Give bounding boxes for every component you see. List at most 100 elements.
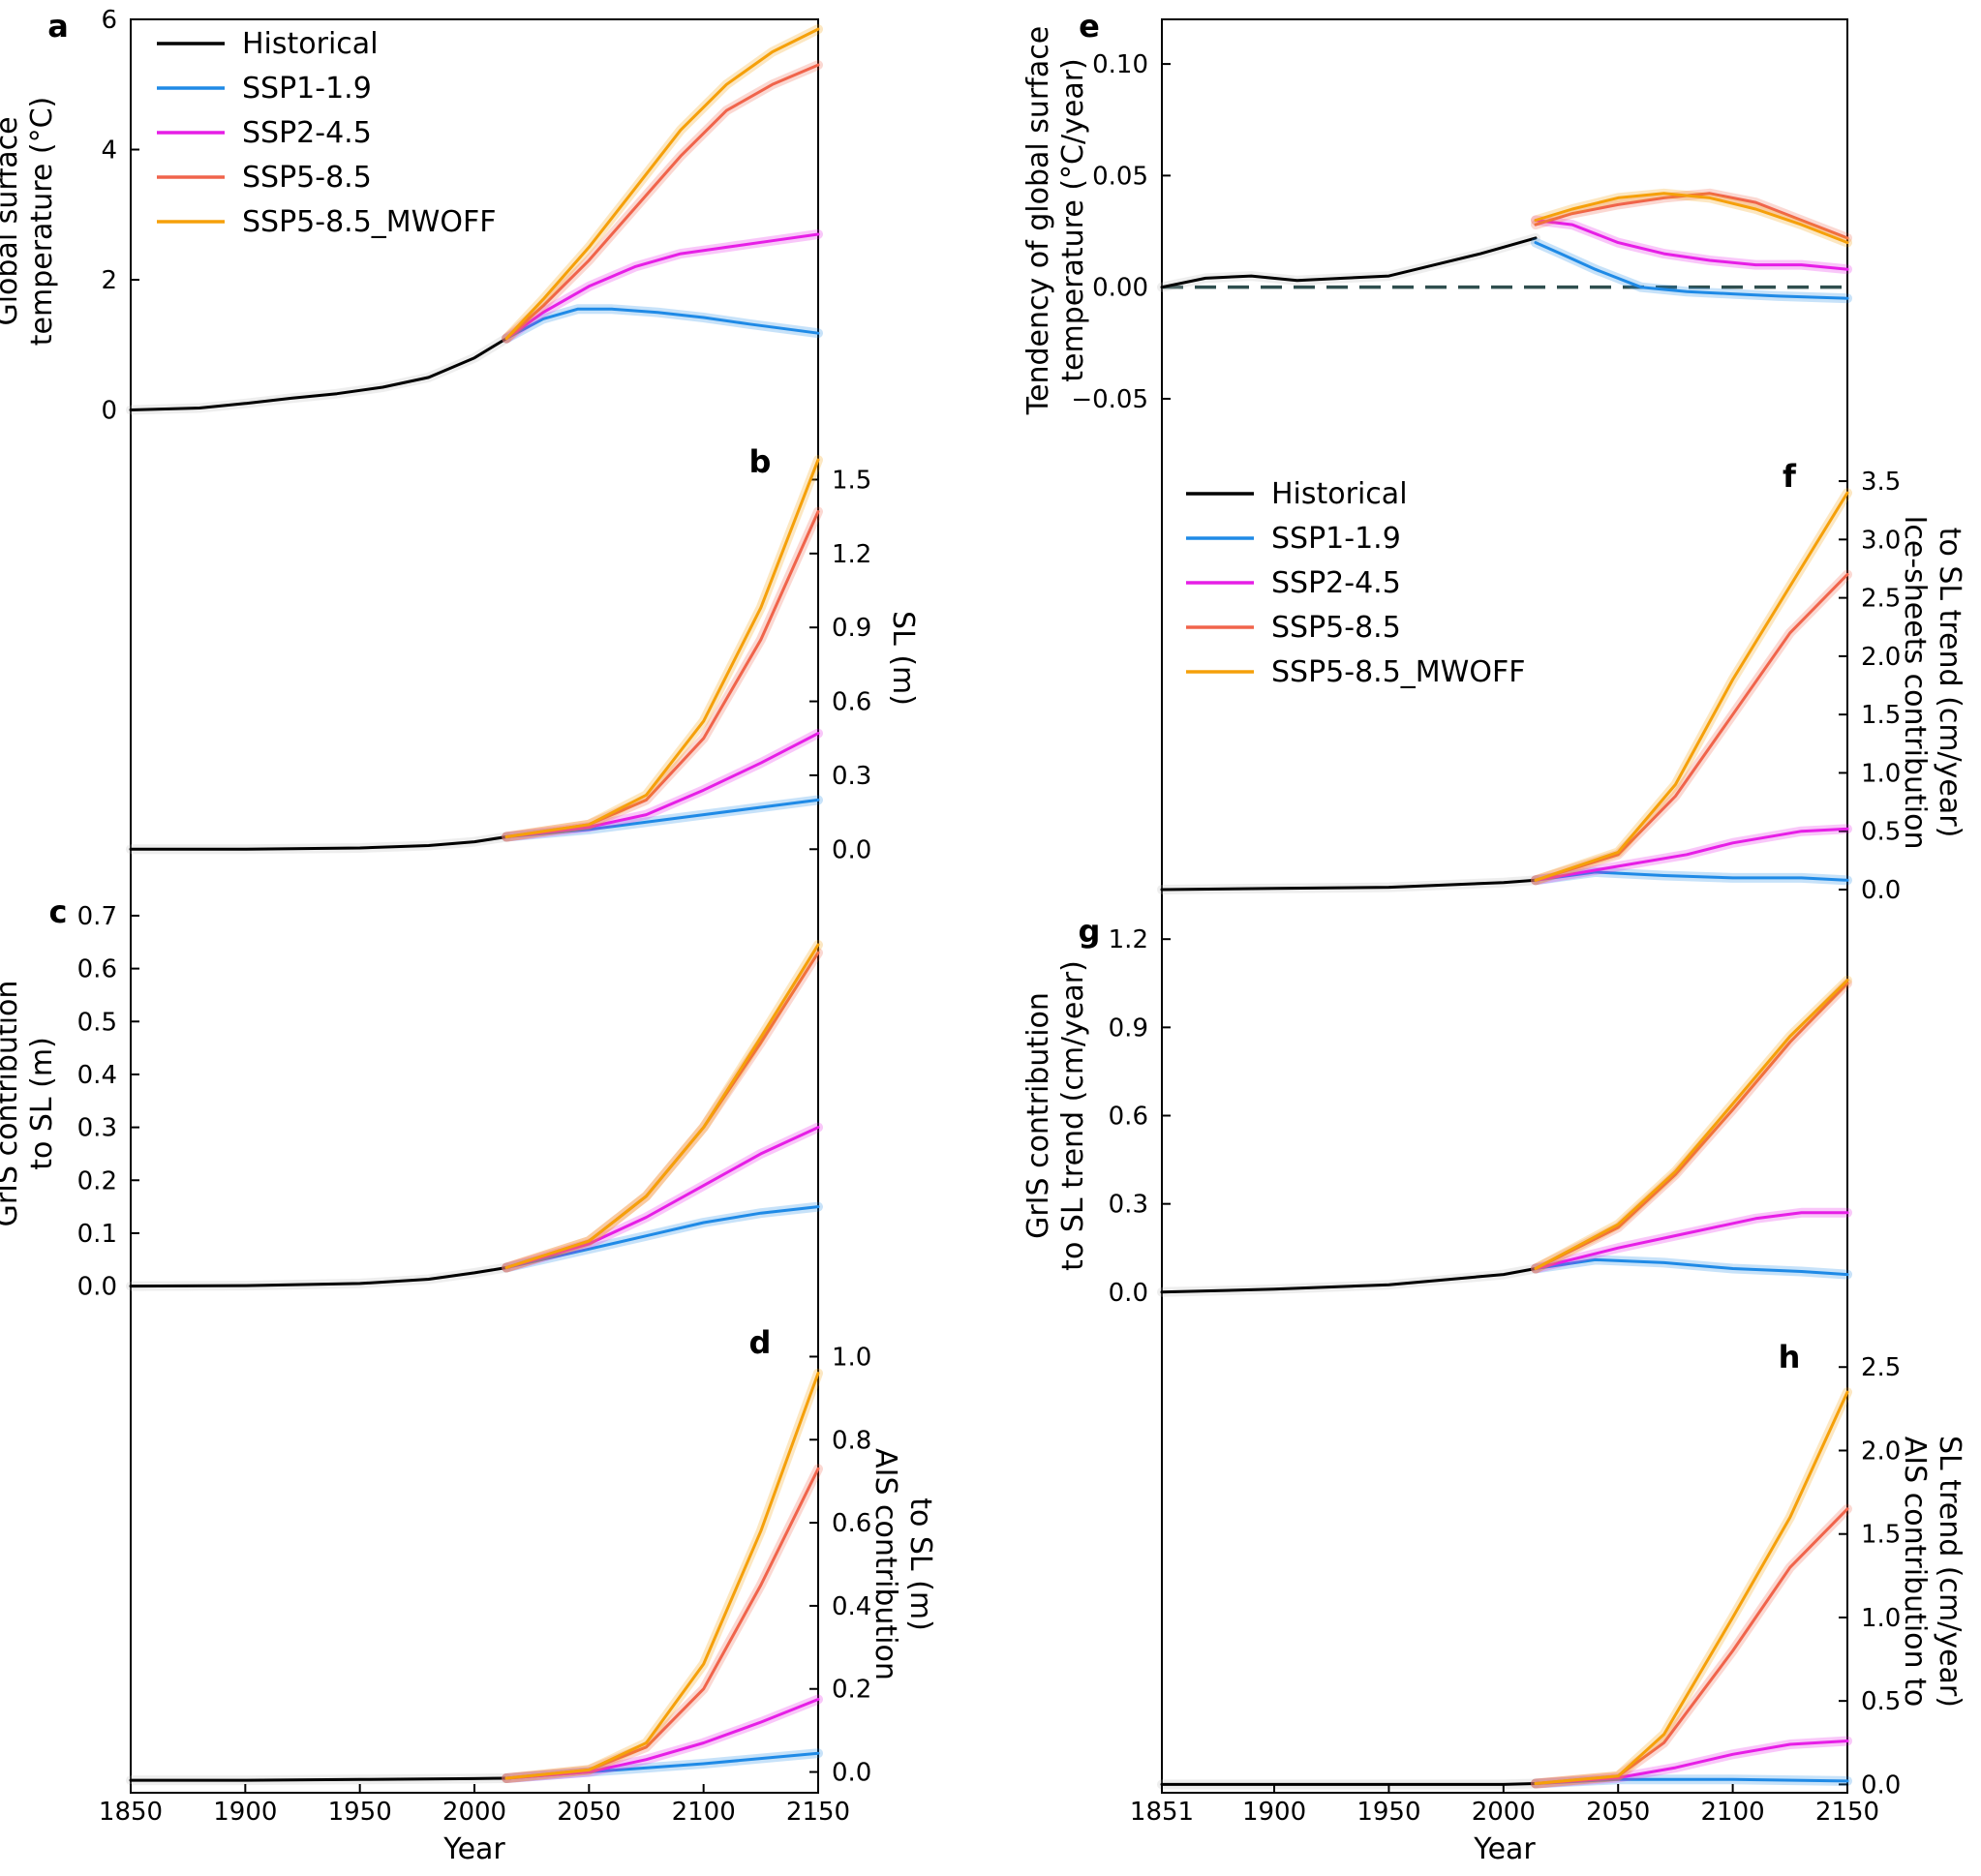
series-line-f-SSP5-8.5_MWOFF xyxy=(1534,491,1849,882)
legend-label: SSP2-4.5 xyxy=(242,116,372,150)
panel-g: 0.0 0.3 0.6 0.9 1.2 GrIS contribution to SL tr… xyxy=(1021,913,1852,1308)
y-tick-label-g: 0.0 xyxy=(1109,1279,1148,1308)
y-tick-label-f: 3.0 xyxy=(1861,526,1901,555)
series-line-a-Historical xyxy=(129,337,508,411)
series-line-c-SSP1-1.9 xyxy=(504,1205,820,1269)
legend-left: Historical SSP1-1.9 SSP2-4.5 SSP5-8.5 SSP5-8… xyxy=(157,27,496,239)
x-tick-label: 1900 xyxy=(1242,1798,1306,1827)
series-line-a-SSP2-4.5 xyxy=(504,232,820,341)
y-tick-label-c: 0.5 xyxy=(77,1008,117,1037)
legend-label: SSP5-8.5 xyxy=(242,161,372,195)
series-line-h-Historical xyxy=(1160,1782,1538,1786)
y-tick-label-f: 1.5 xyxy=(1861,701,1901,730)
legend-label: SSP5-8.5_MWOFF xyxy=(242,205,496,239)
y-tick-label-d: 0.2 xyxy=(832,1676,871,1705)
y-tick-label-e: 0.05 xyxy=(1092,162,1148,191)
y-tick-label-f: 1.0 xyxy=(1861,759,1901,788)
series-line-f-Historical xyxy=(1160,878,1538,892)
legend-label: SSP5-8.5_MWOFF xyxy=(1271,655,1525,689)
x-tick-label: 2150 xyxy=(1815,1798,1879,1827)
y-axis-label-a: temperature (°C) xyxy=(25,97,59,346)
y-tick-label-e: −0.05 xyxy=(1071,385,1148,414)
y-axis-label-f: to SL trend (cm/year) xyxy=(1933,528,1966,838)
y-tick-label-h: 2.5 xyxy=(1861,1353,1901,1382)
y-axis-label-e: Tendency of global surface xyxy=(1021,26,1055,415)
x-tick-label: 1851 xyxy=(1130,1798,1194,1827)
x-tick-label: 2150 xyxy=(786,1798,850,1827)
series-line-c-Historical xyxy=(129,1266,508,1288)
panel-label-c: c xyxy=(49,893,68,930)
panel-label-a: a xyxy=(47,8,69,45)
x-tick-label: 1950 xyxy=(328,1798,392,1827)
y-tick-label-f: 2.0 xyxy=(1861,643,1901,672)
y-tick-label-b: 0.3 xyxy=(832,762,871,791)
y-axis-label-f: Ice-sheets contribution xyxy=(1898,516,1932,850)
x-tick-label: 1850 xyxy=(99,1798,163,1827)
panel-b: 0.0 0.3 0.6 0.9 1.2 1.5 SL (m) b xyxy=(126,443,920,864)
panel-d: 0.0 0.2 0.4 0.6 0.8 1.0 AIS contribution to SL … xyxy=(126,1324,937,1788)
series-line-g-SSP2-4.5 xyxy=(1534,1211,1849,1270)
series-line-f-SSP1-1.9 xyxy=(1534,870,1849,882)
y-tick-label-e: 0.00 xyxy=(1092,274,1148,303)
legend-label: SSP1-1.9 xyxy=(242,72,372,106)
y-tick-label-a: 2 xyxy=(101,266,117,295)
panel-a: 0 2 4 6 Global surface temperature (°C) a xyxy=(0,6,823,426)
x-tick-label: 2050 xyxy=(1586,1798,1650,1827)
series-line-e-Historical xyxy=(1160,236,1538,289)
y-axis-label-d: to SL (m) xyxy=(903,1498,937,1631)
legend-label: SSP2-4.5 xyxy=(1271,566,1401,600)
y-tick-label-h: 0.5 xyxy=(1861,1687,1901,1716)
y-tick-label-c: 0.1 xyxy=(77,1220,117,1249)
y-tick-label-c: 0.7 xyxy=(77,902,117,931)
y-axis-label-c: GrIS contribution xyxy=(0,981,24,1227)
y-tick-label-f: 0.0 xyxy=(1861,876,1901,905)
y-tick-label-b: 1.2 xyxy=(832,540,871,569)
y-tick-label-d: 1.0 xyxy=(832,1343,871,1372)
series-line-c-SSP2-4.5 xyxy=(504,1126,820,1269)
x-tick-label: 2100 xyxy=(672,1798,736,1827)
legend-label: Historical xyxy=(242,27,379,61)
right-column: −0.05 0.00 0.05 0.10 Tendency of global surf… xyxy=(1021,8,1966,1866)
series-line-b-SSP2-4.5 xyxy=(504,732,820,838)
y-axis-label-d: AIS contribution xyxy=(869,1448,902,1680)
x-tick-label: 2000 xyxy=(1472,1798,1536,1827)
y-axis-label-e: temperature (°C/year) xyxy=(1056,58,1090,382)
y-axis-label-g: to SL trend (cm/year) xyxy=(1056,960,1090,1271)
y-tick-label-d: 0.8 xyxy=(832,1426,871,1455)
y-tick-label-a: 0 xyxy=(101,397,117,426)
x-tick-label: 1900 xyxy=(213,1798,277,1827)
y-axis-label-h: AIS contribution to xyxy=(1898,1437,1932,1707)
legend-right: Historical SSP1-1.9 SSP2-4.5 SSP5-8.5 SSP5-8… xyxy=(1186,477,1525,689)
panel-h: 0.0 0.5 1.0 1.5 2.0 2.5 AIS contribution to SL … xyxy=(1157,1339,1966,1800)
y-tick-label-b: 0.9 xyxy=(832,614,871,643)
x-axis-label: Year xyxy=(1473,1832,1536,1866)
series-line-a-SSP5-8.5_MWOFF xyxy=(504,27,820,341)
series-line-d-SSP5-8.5_MWOFF xyxy=(504,1372,820,1780)
legends: Historical SSP1-1.9 SSP2-4.5 SSP5-8.5 SSP5-8… xyxy=(157,27,1525,689)
y-tick-label-h: 1.5 xyxy=(1861,1521,1901,1550)
y-tick-label-c: 0.2 xyxy=(77,1166,117,1195)
panel-e: −0.05 0.00 0.05 0.10 Tendency of global surf… xyxy=(1021,8,1852,415)
series-line-a-SSP5-8.5 xyxy=(504,63,820,341)
y-tick-label-g: 0.3 xyxy=(1109,1191,1148,1220)
series-line-e-SSP2-4.5 xyxy=(1534,219,1849,271)
y-axis-label-c: to SL (m) xyxy=(25,1037,59,1170)
panel-c: 0.0 0.1 0.2 0.3 0.4 0.5 0.6 0.7 GrIS contributio… xyxy=(0,893,823,1302)
x-axis-label: Year xyxy=(442,1832,505,1866)
y-tick-label-h: 0.0 xyxy=(1861,1770,1901,1800)
series-line-g-Historical xyxy=(1160,1267,1538,1294)
y-axis-label-b: SL (m) xyxy=(886,611,920,706)
y-tick-label-f: 2.5 xyxy=(1861,585,1901,614)
panel-label-d: d xyxy=(749,1324,772,1361)
y-tick-label-c: 0.4 xyxy=(77,1061,117,1090)
y-tick-label-b: 0.6 xyxy=(832,688,871,717)
series-line-a-SSP1-1.9 xyxy=(504,307,820,341)
series-line-d-SSP2-4.5 xyxy=(504,1698,820,1780)
series-line-h-SSP5-8.5_MWOFF xyxy=(1534,1390,1849,1785)
y-tick-label-g: 1.2 xyxy=(1109,925,1148,954)
x-tick-label: 2050 xyxy=(557,1798,621,1827)
series-line-f-SSP2-4.5 xyxy=(1534,827,1849,882)
y-tick-label-e: 0.10 xyxy=(1092,50,1148,79)
